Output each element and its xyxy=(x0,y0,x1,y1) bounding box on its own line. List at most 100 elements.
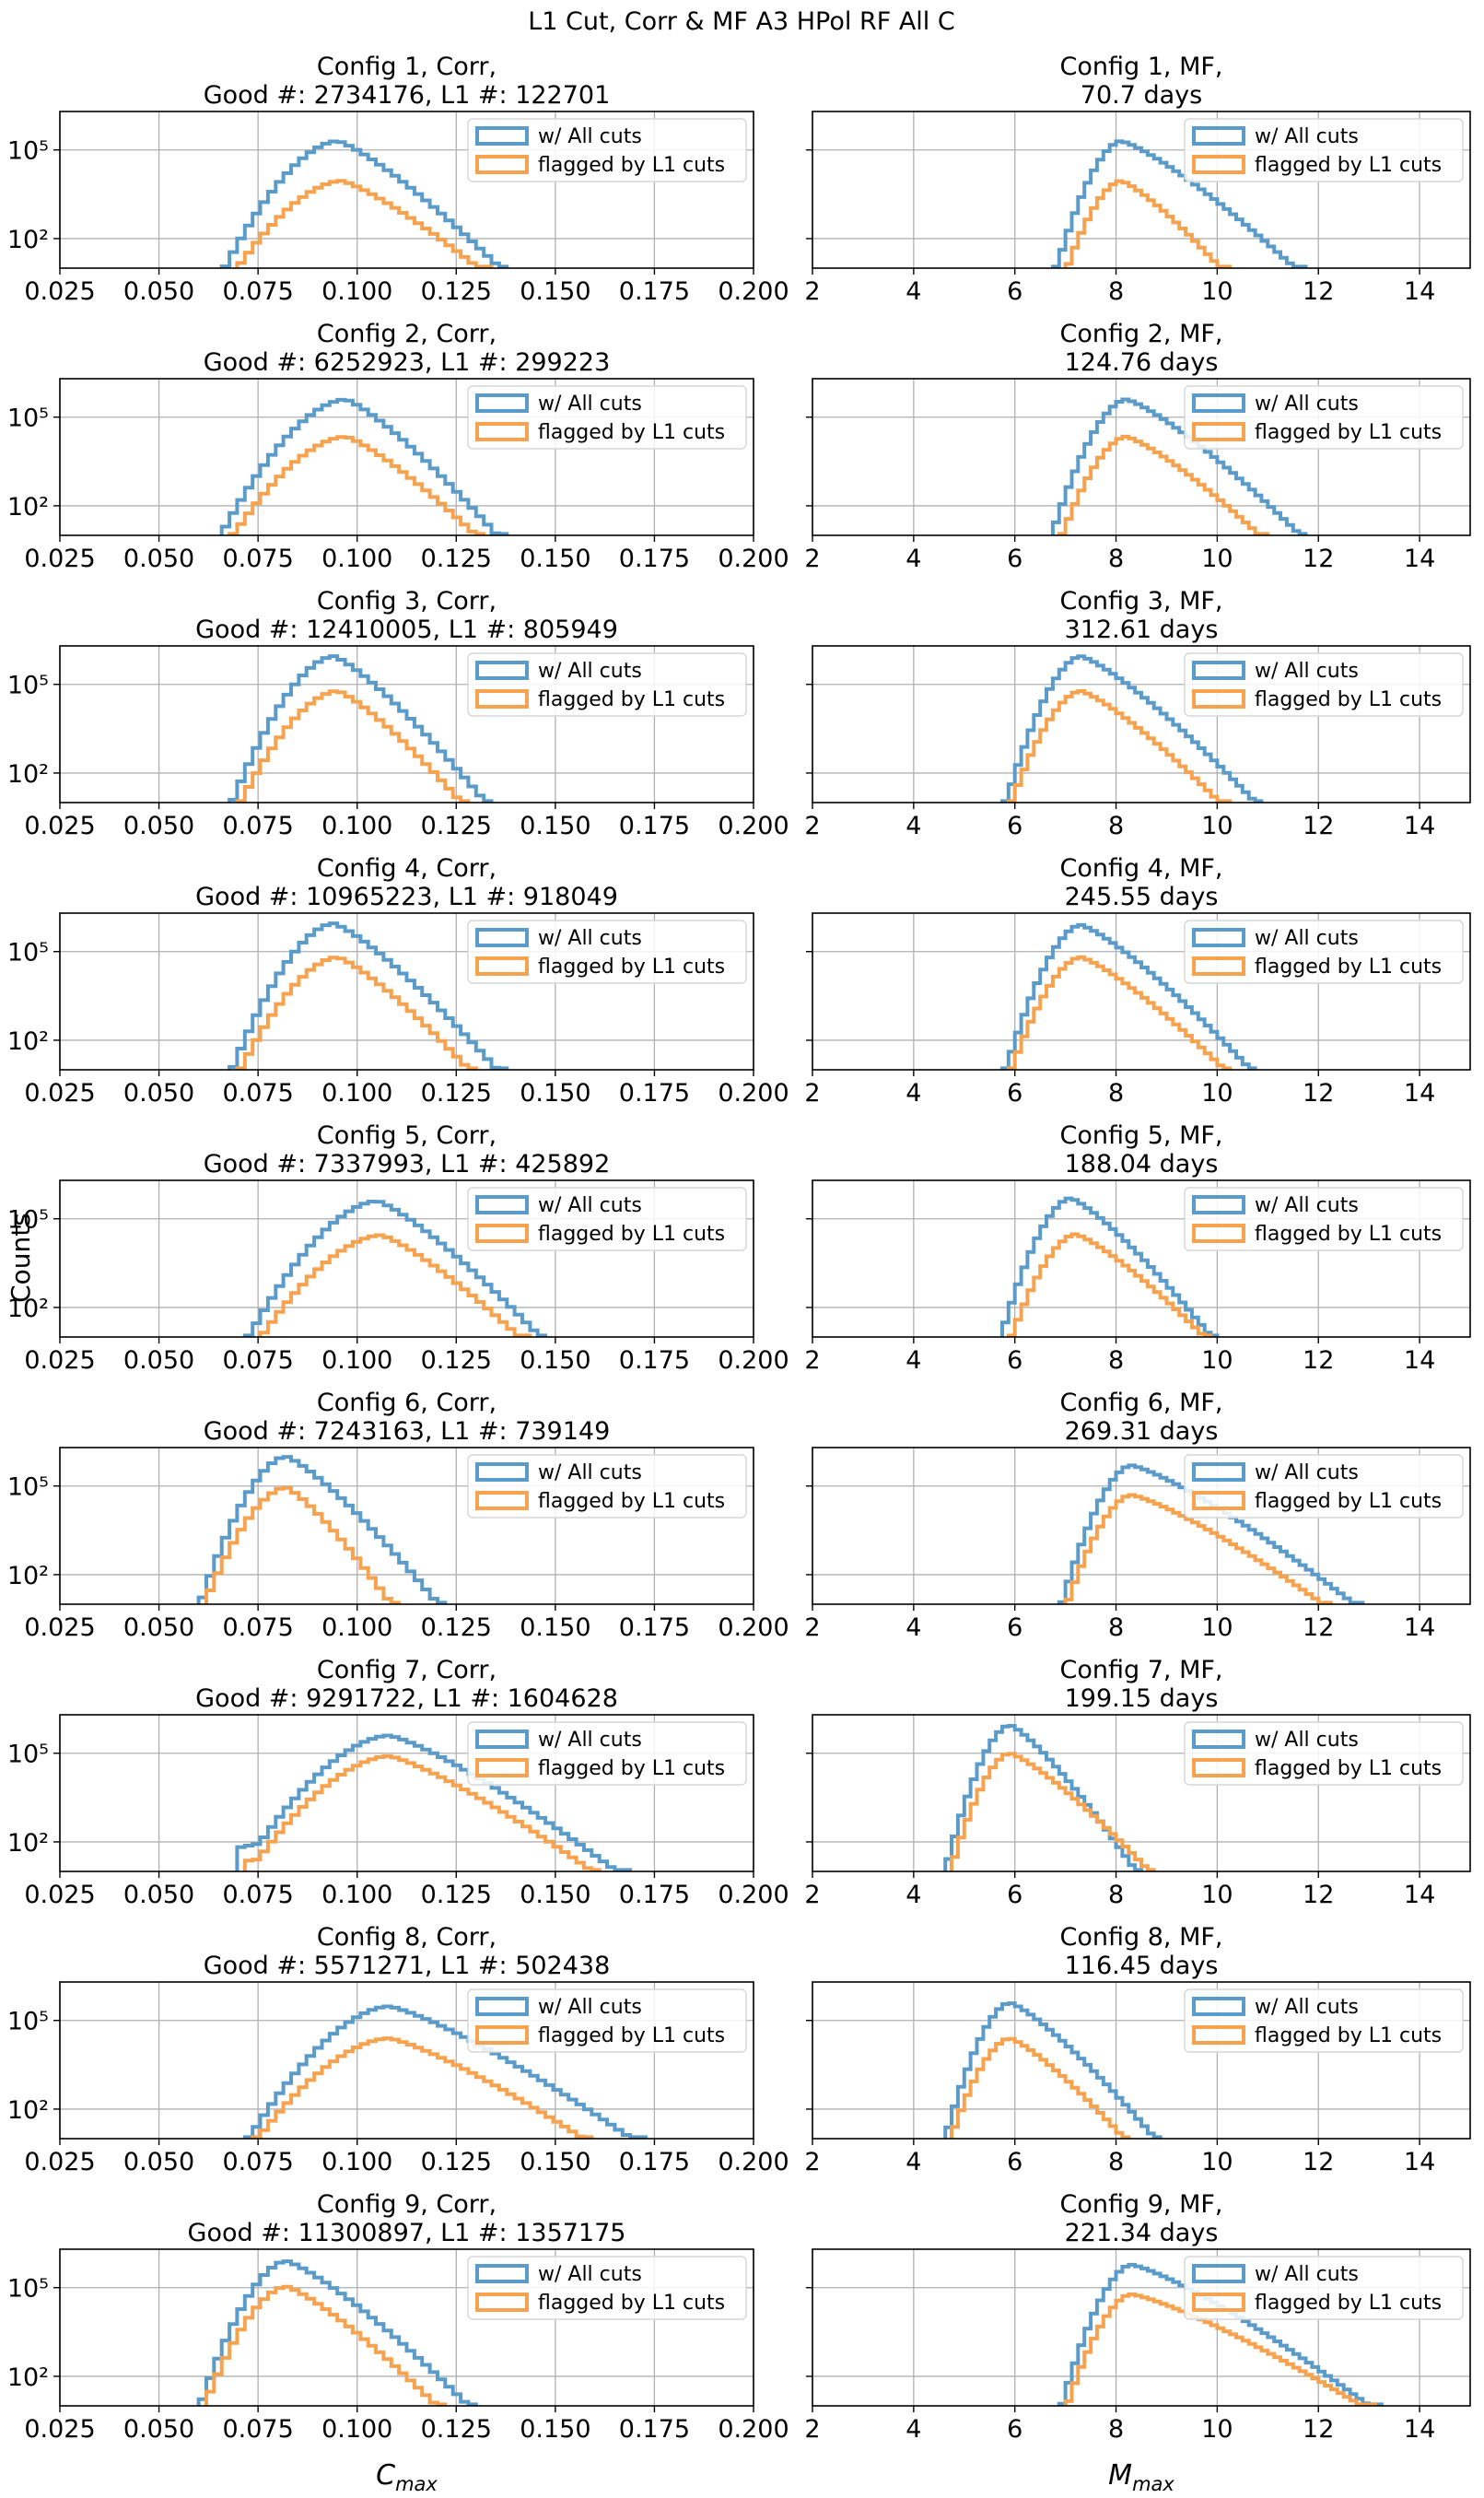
series-all-cuts xyxy=(228,654,494,803)
series-l1-flagged xyxy=(251,2036,594,2140)
legend-label: flagged by L1 cuts xyxy=(538,2024,725,2047)
x-tick-label: 0.125 xyxy=(421,2415,492,2444)
series-l1-flagged xyxy=(235,956,478,1071)
x-tick-label: 12 xyxy=(1303,545,1334,573)
panel-title: Config 3, Corr, xyxy=(317,587,497,616)
x-tick-label: 4 xyxy=(906,1079,921,1108)
x-tick-label: 0.025 xyxy=(24,545,95,573)
series-l1-flagged xyxy=(242,1753,602,1872)
panel-subtitle: Good #: 2734176, L1 #: 122701 xyxy=(204,81,611,110)
legend-box xyxy=(467,1721,747,1786)
x-tick-label: 12 xyxy=(1303,812,1334,840)
legend-label: flagged by L1 cuts xyxy=(1255,688,1442,711)
x-tick-label: 0.050 xyxy=(123,1079,194,1108)
x-tick-label: 2 xyxy=(804,2148,820,2176)
legend-label: flagged by L1 cuts xyxy=(538,1490,725,1513)
x-tick-label: 4 xyxy=(906,1881,921,1909)
series-all-cuts xyxy=(1050,397,1308,536)
legend-swatch-all-cuts xyxy=(475,393,529,413)
x-tick-label: 0.200 xyxy=(718,1346,789,1375)
legend-box xyxy=(467,1454,747,1519)
series-l1-flagged xyxy=(950,1752,1156,1872)
legend-label: w/ All cuts xyxy=(1255,393,1359,416)
x-tick-label: 0.125 xyxy=(421,545,492,573)
x-tick-label: 14 xyxy=(1404,1346,1435,1375)
x-tick-label: 0.150 xyxy=(520,277,590,306)
x-tick-label: 6 xyxy=(1007,1346,1022,1375)
panel-subtitle: Good #: 5571271, L1 #: 502438 xyxy=(204,1952,611,1980)
x-tick-label: 0.075 xyxy=(222,1079,293,1108)
x-tick-label: 2 xyxy=(804,545,820,573)
x-tick-label: 0.025 xyxy=(24,2148,95,2176)
axes-frame xyxy=(59,1714,754,1872)
panel-config-9-mf: Config 9, MF,221.34 days 2 4 6 8 10 12 14 w/ All… xyxy=(804,2190,1471,2444)
legend-label: w/ All cuts xyxy=(538,393,642,416)
x-tick-label: 0.025 xyxy=(24,277,95,306)
legend-box xyxy=(467,385,747,450)
x-tick-label: 0.175 xyxy=(619,2415,690,2444)
axes-frame xyxy=(812,378,1471,536)
series-l1-flagged xyxy=(1057,434,1270,536)
x-tick-label: 0.200 xyxy=(718,2148,789,2176)
x-tick-label: 6 xyxy=(1007,1613,1022,1642)
x-tick-label: 2 xyxy=(804,1613,820,1642)
legend-swatch-l1-flagged xyxy=(475,2025,529,2045)
legend-box xyxy=(1184,652,1464,717)
axes-frame xyxy=(59,378,754,536)
legend-box xyxy=(1184,385,1464,450)
x-tick-label: 12 xyxy=(1303,1881,1334,1909)
legend-swatch-all-cuts xyxy=(1192,1462,1245,1482)
legend-swatch-all-cuts xyxy=(475,2264,529,2283)
series-l1-flagged xyxy=(950,2036,1131,2140)
panel-title: Config 8, Corr, xyxy=(317,1923,497,1952)
legend-swatch-all-cuts xyxy=(475,1997,529,2016)
legend-swatch-l1-flagged xyxy=(1192,1758,1245,1777)
x-tick-label: 0.125 xyxy=(421,1613,492,1642)
legend-label: w/ All cuts xyxy=(1255,1461,1359,1484)
legend-label: w/ All cuts xyxy=(538,1729,642,1752)
legend-label: w/ All cuts xyxy=(1255,2263,1359,2286)
legend-label: flagged by L1 cuts xyxy=(538,2292,725,2315)
x-tick-label: 10 xyxy=(1201,545,1233,573)
x-tick-label: 8 xyxy=(1108,277,1124,306)
panel-subtitle: Good #: 7243163, L1 #: 739149 xyxy=(204,1417,611,1446)
legend-label: flagged by L1 cuts xyxy=(538,1757,725,1780)
x-tick-label: 0.050 xyxy=(123,2415,194,2444)
panel-title: Config 5, MF, xyxy=(1060,1121,1223,1150)
x-tick-label: 0.025 xyxy=(24,1079,95,1108)
panel-title: Config 7, Corr, xyxy=(317,1656,497,1684)
x-tick-label: 0.175 xyxy=(619,545,690,573)
y-tick-label: 10⁵ xyxy=(7,405,49,433)
series-l1-flagged xyxy=(1006,689,1233,803)
legend-swatch-all-cuts xyxy=(475,1462,529,1482)
legend-box xyxy=(1184,1187,1464,1251)
y-tick-label: 10² xyxy=(7,1027,49,1056)
y-tick-label: 10⁵ xyxy=(7,137,49,166)
x-tick-label: 0.100 xyxy=(321,1881,392,1909)
legend-box xyxy=(1184,1721,1464,1786)
x-tick-label: 0.025 xyxy=(24,1881,95,1909)
x-tick-label: 6 xyxy=(1007,2415,1022,2444)
legend-swatch-l1-flagged xyxy=(475,689,529,709)
x-tick-label: 0.175 xyxy=(619,2148,690,2176)
x-tick-label: 10 xyxy=(1201,1881,1233,1909)
panel-title: Config 2, Corr, xyxy=(317,320,497,348)
x-tick-label: 14 xyxy=(1404,545,1435,573)
x-tick-label: 0.025 xyxy=(24,1346,95,1375)
x-tick-label: 14 xyxy=(1404,812,1435,840)
x-tick-label: 0.175 xyxy=(619,812,690,840)
panel-config-5-corr: Config 5, Corr,Good #: 7337993, L1 #: 42… xyxy=(7,1121,789,1375)
x-tick-label: 4 xyxy=(906,1613,921,1642)
x-tick-label: 0.100 xyxy=(321,812,392,840)
x-tick-label: 4 xyxy=(906,2148,921,2176)
x-tick-label: 0.175 xyxy=(619,1079,690,1108)
panel-title: Config 4, Corr, xyxy=(317,854,497,883)
x-tick-label: 0.200 xyxy=(718,545,789,573)
x-tick-label: 10 xyxy=(1201,1346,1233,1375)
series-all-cuts xyxy=(1050,139,1308,269)
legend-label: flagged by L1 cuts xyxy=(1255,421,1442,444)
legend-label: flagged by L1 cuts xyxy=(1255,1757,1442,1780)
legend-label: w/ All cuts xyxy=(1255,1729,1359,1752)
y-tick-label: 10² xyxy=(7,493,49,522)
y-tick-label: 10² xyxy=(7,2096,49,2125)
